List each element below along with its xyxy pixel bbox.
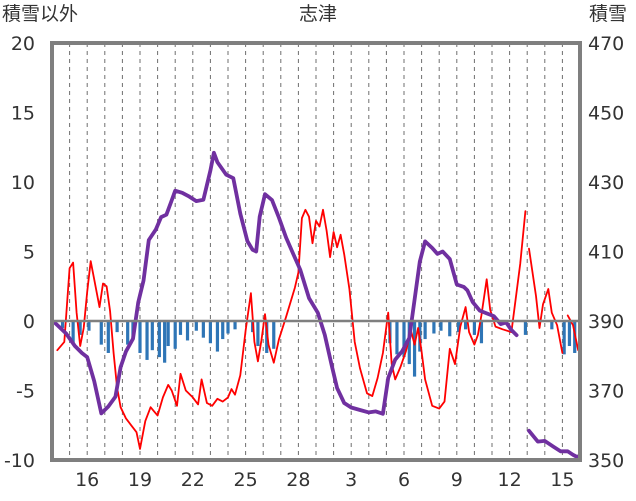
bar	[567, 321, 572, 347]
bar	[99, 321, 103, 345]
right-axis-label: 積雪	[589, 3, 627, 25]
bar	[432, 321, 436, 334]
bar	[448, 321, 452, 337]
bar	[226, 321, 230, 334]
bar	[215, 321, 220, 352]
left-tick-label: 20	[11, 33, 35, 55]
right-tick-label: 410	[588, 242, 624, 264]
bar	[423, 321, 427, 340]
bar	[106, 321, 110, 353]
chart-title: 志津	[299, 3, 337, 25]
right-tick-label: 390	[588, 311, 624, 333]
left-tick-label: 10	[11, 172, 35, 194]
bar	[166, 321, 170, 347]
bar	[150, 321, 154, 351]
bar	[550, 321, 554, 330]
tick-labels: 20 15 10 5 0 -5 -10 470 450 430 410 390 370 350 16 19 22…	[4, 33, 624, 491]
x-tick-label: 16	[75, 469, 99, 491]
bar	[472, 321, 476, 335]
x-tick-label: 15	[550, 469, 574, 491]
bar	[71, 321, 75, 344]
plot-frame	[50, 41, 582, 462]
bar	[562, 321, 566, 355]
x-tick-label: 3	[345, 469, 357, 491]
snow-depth-line	[53, 150, 519, 416]
bar	[185, 321, 190, 341]
bar	[221, 321, 225, 340]
bar	[233, 321, 237, 330]
bar	[78, 321, 82, 335]
bar	[87, 321, 91, 331]
bar	[265, 321, 269, 353]
left-tick-label: -5	[16, 381, 35, 403]
bar	[194, 321, 198, 331]
bar	[464, 321, 468, 330]
bar	[178, 321, 183, 335]
x-tick-label: 22	[181, 469, 205, 491]
left-tick-label: 0	[23, 311, 35, 333]
right-tick-label: 470	[588, 33, 624, 55]
bar	[145, 321, 149, 360]
left-tick-label: -10	[4, 450, 35, 472]
bar	[126, 321, 130, 345]
x-tick-label: 19	[128, 469, 152, 491]
right-tick-label: 430	[588, 172, 624, 194]
right-tick-label: 450	[588, 103, 624, 125]
bar	[402, 321, 406, 358]
x-tick-label: 28	[286, 469, 310, 491]
right-tick-label: 350	[588, 450, 624, 472]
bar	[412, 321, 417, 377]
bar	[272, 321, 276, 349]
left-tick-label: 15	[11, 103, 35, 125]
bar	[163, 321, 167, 363]
temperature-line	[56, 208, 527, 450]
left-axis-label: 積雪以外	[2, 3, 78, 25]
temperature-line	[528, 247, 564, 354]
right-tick-label: 370	[588, 381, 624, 403]
bar	[395, 321, 399, 355]
bar	[157, 321, 161, 358]
bar	[60, 321, 65, 328]
bar	[208, 321, 212, 344]
bar	[256, 321, 260, 347]
left-tick-label: 5	[23, 242, 35, 264]
x-tick-label: 6	[398, 469, 410, 491]
bar	[456, 321, 461, 333]
x-tick-label: 9	[451, 469, 463, 491]
bar	[115, 321, 119, 333]
bar	[439, 321, 443, 331]
series-lines	[53, 150, 582, 460]
precipitation-bars	[60, 321, 577, 377]
bar	[138, 321, 142, 353]
bar	[407, 321, 411, 365]
x-tick-label: 12	[498, 469, 522, 491]
bar	[173, 321, 177, 349]
snow-depth-line	[527, 371, 582, 460]
x-tick-label: 25	[234, 469, 258, 491]
bar	[523, 321, 528, 335]
gridlines	[69, 43, 563, 460]
bar	[201, 321, 205, 338]
bar	[479, 321, 484, 344]
